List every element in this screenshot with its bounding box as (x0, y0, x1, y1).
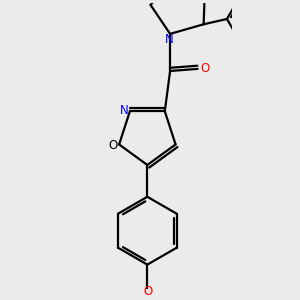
Text: O: O (109, 139, 118, 152)
Text: N: N (120, 104, 129, 117)
Text: O: O (143, 285, 152, 298)
Text: N: N (165, 33, 173, 46)
Text: O: O (200, 62, 210, 75)
